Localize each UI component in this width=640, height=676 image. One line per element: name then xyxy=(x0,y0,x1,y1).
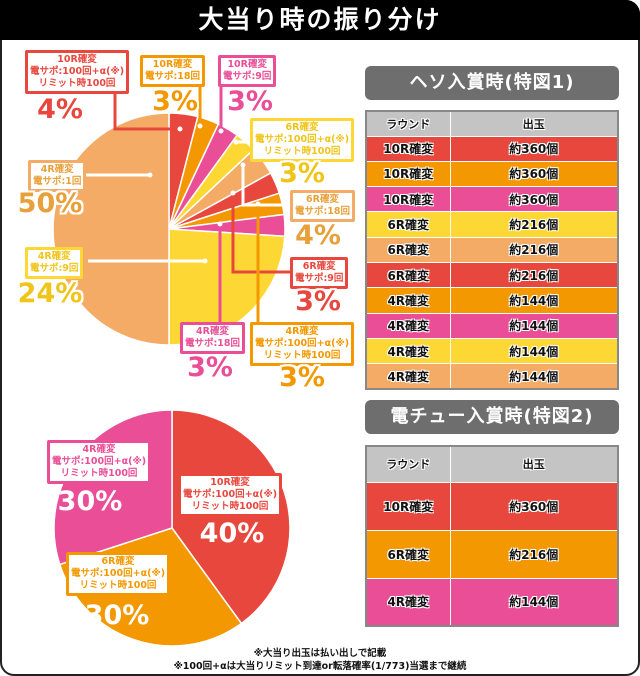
pie1-pct-5: 3% xyxy=(295,286,341,317)
pie2-pct-2: 30% xyxy=(57,486,123,517)
cell-round: 4R確変 xyxy=(365,337,451,365)
pie1-pct-4: 4% xyxy=(295,220,341,251)
cell-payout: 約360個 xyxy=(449,481,619,531)
table2-title: 電チュー入賞時(特図2) xyxy=(365,400,619,434)
table-row: 6R確変 約216個 xyxy=(365,529,619,579)
pie1-label-2: 10R確変 電サポ:9回 xyxy=(218,55,277,87)
table-row: 6R確変 約216個 xyxy=(365,261,619,289)
leader-dot-2 xyxy=(218,128,224,134)
pie1-label-3: 6R確変 電サポ:100回+α(※) リミット時100回 xyxy=(250,118,355,162)
cell-payout: 約360個 xyxy=(449,160,619,188)
cell-round: 10R確変 xyxy=(365,135,451,162)
table-row: 10R確変 約360個 xyxy=(365,160,619,188)
cell-round: 6R確変 xyxy=(365,236,451,263)
table-row: 4R確変 約144個 xyxy=(365,363,619,390)
pie2-label-1: 6R確変 電サポ:100回+α(※) リミット時100回 xyxy=(66,552,171,596)
leader-line-5 xyxy=(231,193,290,274)
pie1-pct-7: 3% xyxy=(187,352,233,383)
cell-payout: 約144個 xyxy=(449,337,619,365)
leader-line-0 xyxy=(113,92,180,131)
cell-payout: 約144個 xyxy=(449,312,619,339)
pie2-label-2: 4R確変 電サポ:100回+α(※) リミット時100回 xyxy=(47,440,152,484)
cell-payout: 約360個 xyxy=(449,135,619,162)
table-row: 4R確変 約144個 xyxy=(365,577,619,627)
pie2-label-0: 10R確変 電サポ:100回+α(※) リミット時100回 xyxy=(178,473,283,517)
pie2-pct-0: 40% xyxy=(199,518,265,549)
cell-payout: 約216個 xyxy=(449,211,619,238)
table-dencyu: ラウンド 出玉 10R確変 約360個 6R確変 約216個 4R確変 約144個 xyxy=(365,445,619,627)
cell-round: 10R確変 xyxy=(365,186,451,213)
pie1-pct-0: 4% xyxy=(37,94,83,125)
cell-round: 4R確変 xyxy=(365,363,451,390)
leader-dot-4 xyxy=(240,162,246,168)
col-header-payout: 出玉 xyxy=(449,110,619,137)
cell-payout: 約216個 xyxy=(449,236,619,263)
leader-dot-7 xyxy=(217,221,223,227)
table-heso: ラウンド 出玉 10R確変 約360個 10R確変 約360個 10R確変 約360個 6R確… xyxy=(365,110,619,390)
pie1-label-7: 4R確変 電サポ:18回 xyxy=(180,322,246,354)
cell-round: 6R確変 xyxy=(365,211,451,238)
cell-round: 4R確変 xyxy=(365,577,451,627)
table-row: 10R確変 約360個 xyxy=(365,135,619,162)
table-row: 4R確変 約144個 xyxy=(365,337,619,365)
table-row: 10R確変 約360個 xyxy=(365,481,619,531)
cell-round: 10R確変 xyxy=(365,160,451,188)
leader-dot-0 xyxy=(177,126,183,132)
pie1-pct-3: 3% xyxy=(279,158,325,189)
leader-dot-1 xyxy=(197,123,203,129)
leader-dot-9 xyxy=(147,172,153,178)
pie1-pct-6: 3% xyxy=(279,362,325,393)
cell-payout: 約144個 xyxy=(449,363,619,390)
cell-payout: 約144個 xyxy=(449,577,619,627)
pie1-label-5: 6R確変 電サポ:9回 xyxy=(290,257,349,289)
note-alpha: ※100回+αは大当りリミット到達or転落確率(1/773)当選まで継続 xyxy=(173,661,467,672)
cell-round: 10R確変 xyxy=(365,481,451,531)
leader-dot-5 xyxy=(230,190,236,196)
pie1-label-1: 10R確変 電サポ:18回 xyxy=(140,55,206,87)
note-payout: ※大当り出玉は払い出しで記載 xyxy=(253,648,387,659)
pie2-pct-1: 30% xyxy=(84,600,150,631)
cell-round: 4R確変 xyxy=(365,287,451,314)
cell-payout: 約144個 xyxy=(449,287,619,314)
col-header-payout: 出玉 xyxy=(449,445,619,483)
pie1-label-4: 6R確変 電サポ:18回 xyxy=(290,190,356,222)
table-row: 4R確変 約144個 xyxy=(365,312,619,339)
pie1-label-9: 4R確変 電サポ:1回 xyxy=(28,160,87,192)
leader-dot-8 xyxy=(202,258,208,264)
page-title: 大当り時の振り分け xyxy=(0,0,640,40)
cell-round: 4R確変 xyxy=(365,312,451,339)
pie1-pct-2: 3% xyxy=(227,86,273,117)
pie1-pct-1: 3% xyxy=(152,86,198,117)
cell-payout: 約360個 xyxy=(449,186,619,213)
leader-dot-3 xyxy=(233,139,239,145)
table-row: 4R確変 約144個 xyxy=(365,287,619,314)
pie1-pct-8: 24% xyxy=(17,278,83,309)
cell-round: 6R確変 xyxy=(365,529,451,579)
table-row: 6R確変 約216個 xyxy=(365,211,619,238)
pie1-label-6: 4R確変 電サポ:100回+α(※) リミット時100回 xyxy=(250,322,355,366)
table-row: 6R確変 約216個 xyxy=(365,236,619,263)
pie1-label-8: 4R確変 電サポ:9回 xyxy=(25,247,84,279)
col-header-round: ラウンド xyxy=(365,110,451,137)
cell-round: 6R確変 xyxy=(365,261,451,289)
pie1-label-0: 10R確変 電サポ:100回+α(※) リミット時100回 xyxy=(25,50,130,94)
table1-title: ヘソ入賞時(特図1) xyxy=(365,66,619,100)
table-row: 10R確変 約360個 xyxy=(365,186,619,213)
col-header-round: ラウンド xyxy=(365,445,451,483)
cell-payout: 約216個 xyxy=(449,261,619,289)
leader-dot-6 xyxy=(255,201,261,207)
pie1-slice-9 xyxy=(52,112,170,346)
leader-line-4 xyxy=(241,165,290,207)
cell-payout: 約216個 xyxy=(449,529,619,579)
pie1-pct-9: 50% xyxy=(17,188,83,219)
